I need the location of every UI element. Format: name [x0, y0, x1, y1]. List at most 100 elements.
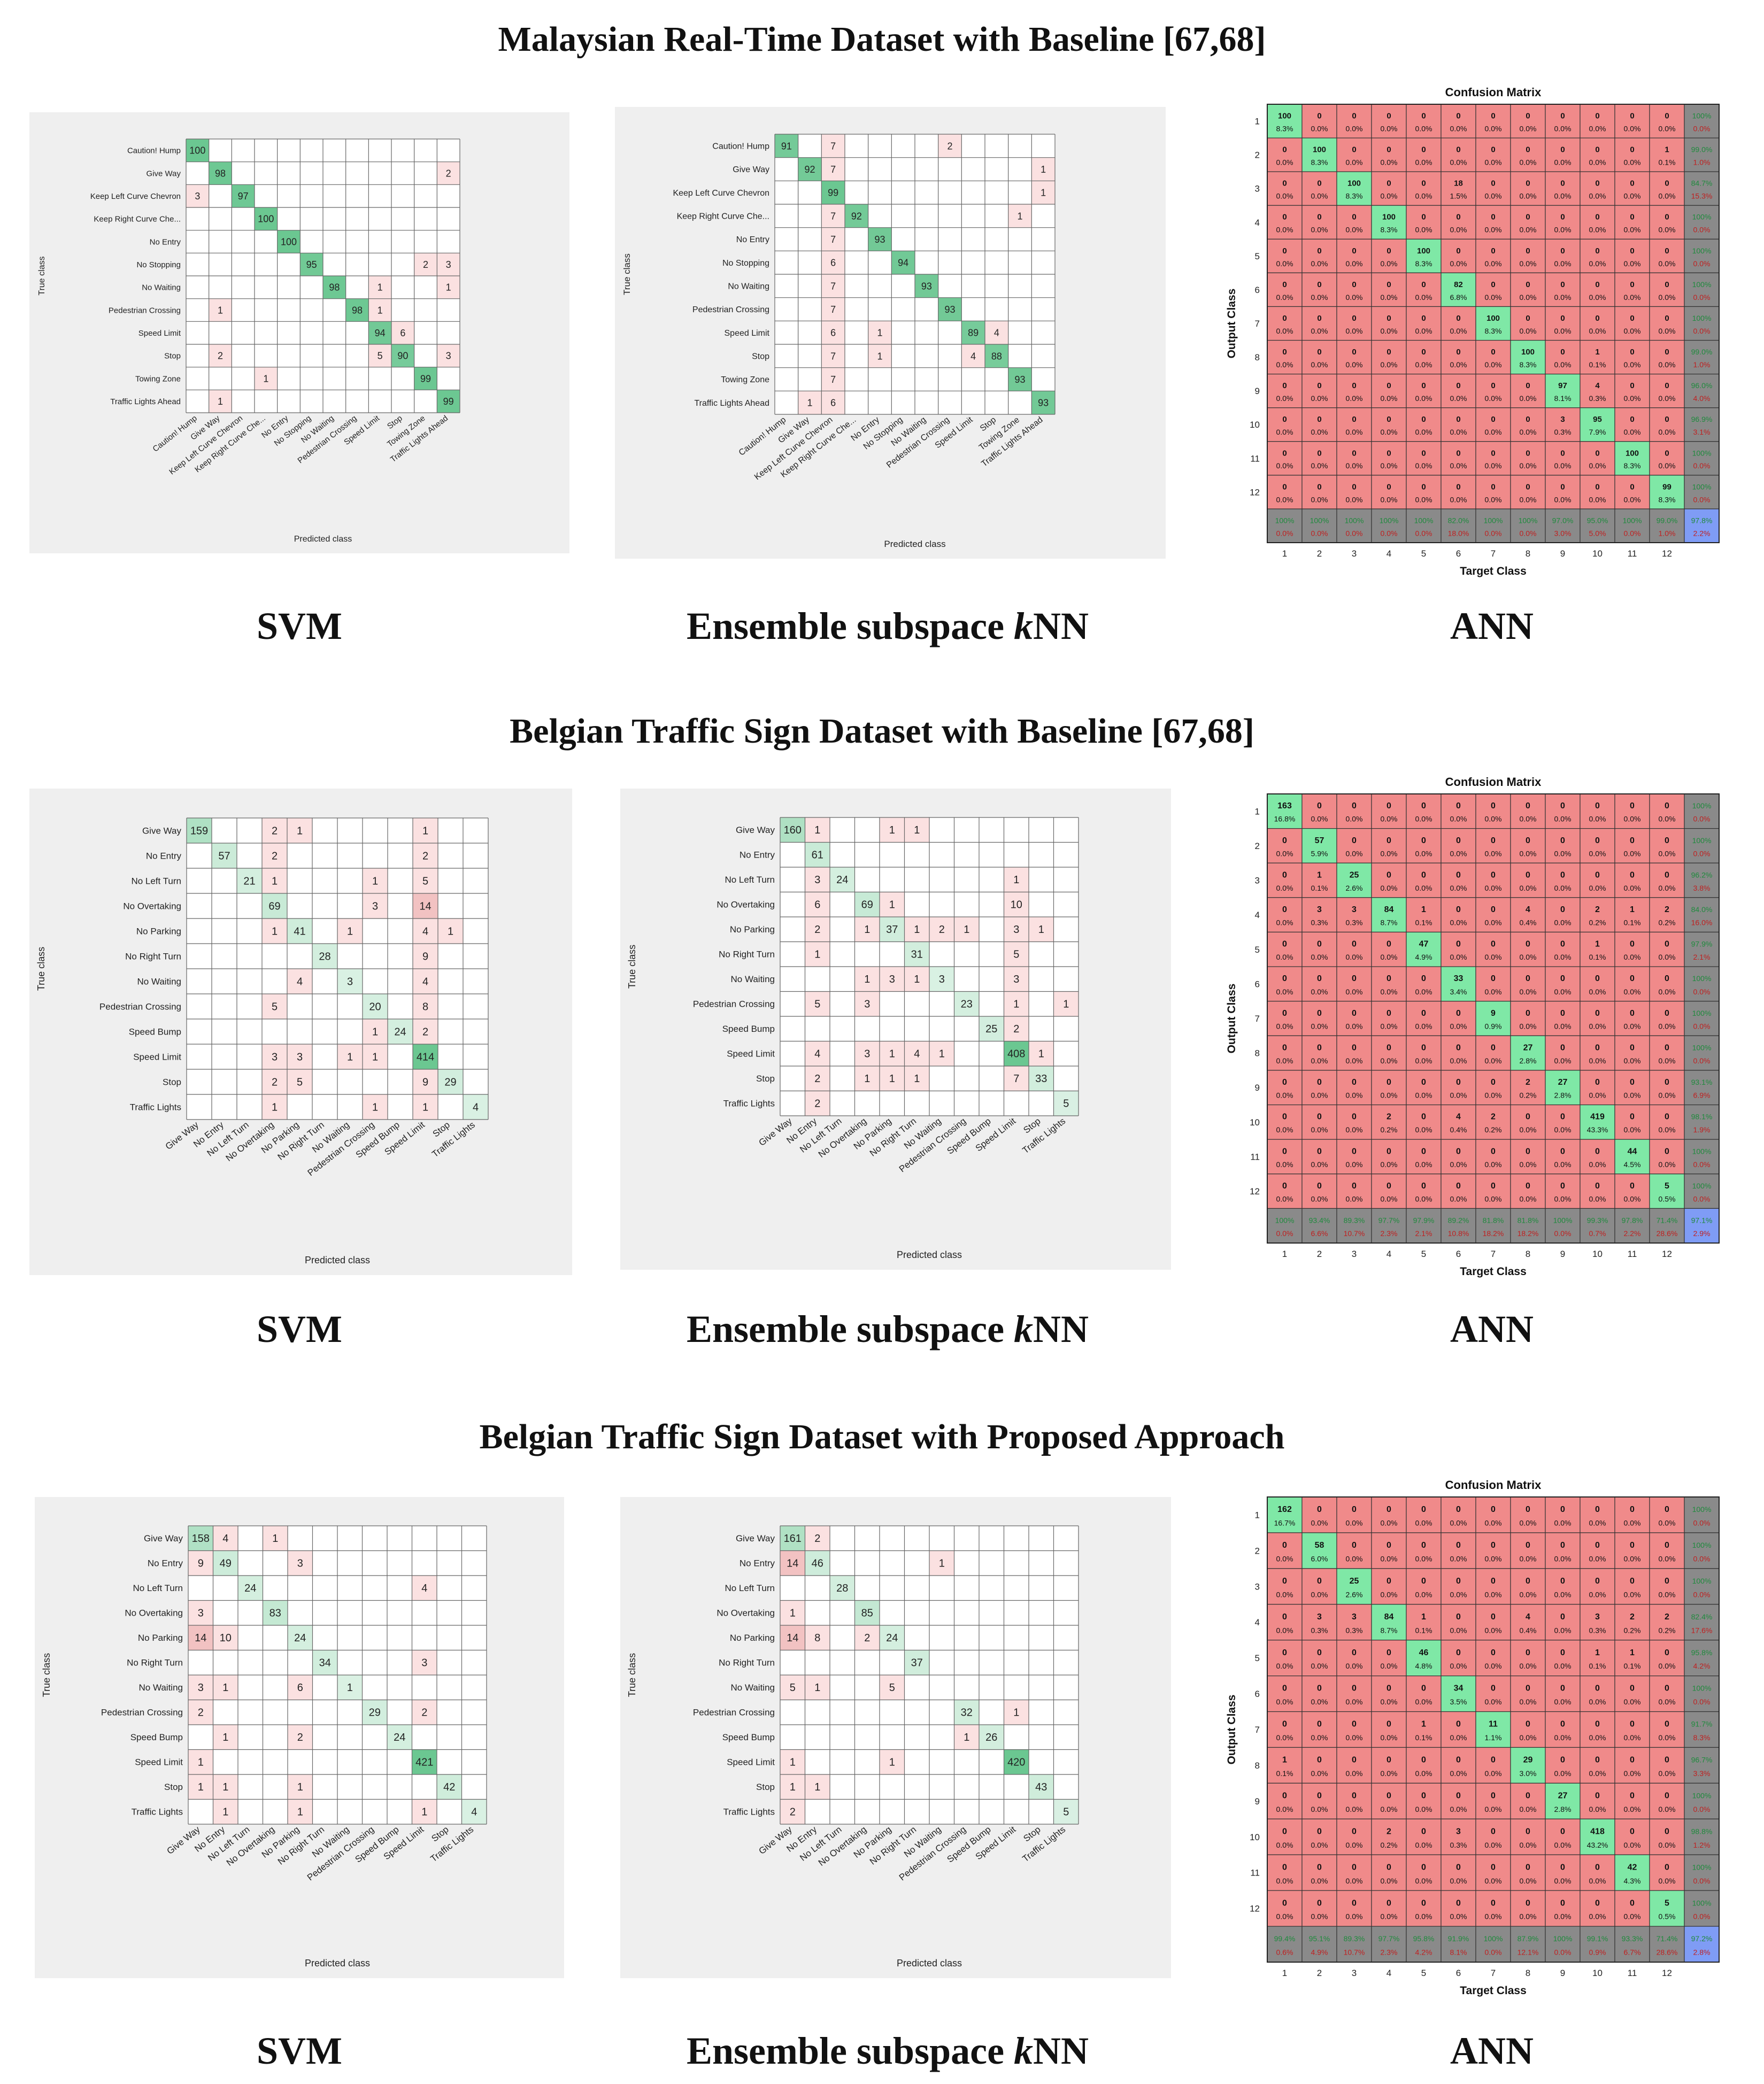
matrix-cell	[1510, 1890, 1546, 1927]
cell-percent: 0.0%	[1450, 1805, 1467, 1813]
matrix-cell	[1267, 828, 1303, 863]
cell-count: 418	[1590, 1827, 1605, 1836]
matrix-cell	[1649, 828, 1685, 863]
cell-count: 0	[1560, 348, 1565, 357]
cell-count: 0	[1630, 1009, 1635, 1018]
matrix-cell	[1580, 1747, 1615, 1784]
cell-percent: 0.0%	[1554, 259, 1572, 268]
matrix-cell	[1614, 137, 1650, 172]
cell-percent: 0.0%	[1659, 1091, 1676, 1100]
cell-percent: 0.0%	[1659, 987, 1676, 996]
col-summary-cell	[1649, 508, 1685, 543]
matrix-cell	[805, 1625, 830, 1650]
matrix-cell	[363, 1044, 388, 1069]
cell-percent: 0.0%	[1589, 1697, 1606, 1706]
matrix-cell	[1053, 1091, 1079, 1116]
cell-percent: 0.0%	[1381, 327, 1398, 335]
cell-count: 0	[1560, 1720, 1565, 1729]
cell-count: 4	[1595, 381, 1600, 390]
matrix-cell	[1510, 1532, 1546, 1569]
cell-count: 0	[1665, 348, 1669, 357]
cell-percent: 0.0%	[1381, 495, 1398, 504]
cell-percent: 0.0%	[1485, 1626, 1502, 1634]
y-tick-label: No Overtaking	[125, 1608, 183, 1618]
cell-count: 0	[1352, 801, 1357, 811]
matrix-cell	[1301, 272, 1337, 307]
row-error: 15.3%	[1691, 192, 1713, 200]
x-axis-label: Predicted class	[294, 535, 352, 544]
matrix-cell	[323, 276, 346, 299]
cell-percent: 0.0%	[1381, 1697, 1398, 1706]
matrix-cell	[1371, 1001, 1407, 1036]
cell-value: 4	[473, 1102, 479, 1114]
cell-value: 159	[190, 825, 208, 837]
cell-percent: 0.0%	[1311, 461, 1328, 470]
cell-percent: 0.0%	[1381, 394, 1398, 403]
matrix-cell	[213, 1774, 238, 1800]
matrix-cell	[1301, 1070, 1337, 1106]
matrix-cell	[1267, 1174, 1303, 1209]
cell-value: 1	[263, 373, 268, 384]
y-axis-label: True class	[622, 253, 632, 295]
cell-value: 6	[297, 1682, 303, 1694]
matrix-cell	[1475, 238, 1511, 273]
matrix-cell	[1301, 1890, 1337, 1927]
row-error: 3.3%	[1693, 1769, 1711, 1778]
matrix-cell	[1406, 1747, 1442, 1784]
cell-count: 0	[1526, 415, 1530, 424]
cell-percent: 0.0%	[1520, 815, 1537, 823]
row-summary-cell	[1684, 1676, 1720, 1712]
matrix-cell	[1475, 897, 1511, 933]
col-accuracy: 100%	[1414, 516, 1434, 524]
matrix-cell	[1580, 1711, 1615, 1748]
cell-count: 0	[1456, 940, 1461, 949]
matrix-cell	[1649, 272, 1685, 307]
cell-percent: 0.0%	[1589, 1554, 1606, 1563]
cell-value: 1	[448, 926, 453, 938]
y-tick-label: No Waiting	[142, 283, 181, 292]
cell-count: 0	[1386, 449, 1391, 458]
matrix-cell	[1614, 339, 1650, 375]
matrix-cell	[368, 276, 391, 299]
cell-value: 98	[329, 282, 340, 293]
cell-percent: 0.0%	[1346, 1912, 1363, 1921]
cell-percent: 0.0%	[1624, 495, 1641, 504]
matrix-cell	[413, 994, 438, 1019]
cell-percent: 0.0%	[1415, 1056, 1432, 1065]
matrix-cell	[1336, 1854, 1372, 1891]
cell-percent: 0.2%	[1589, 918, 1606, 927]
cell-value: 7	[830, 351, 836, 361]
cell-value: 3	[446, 351, 451, 361]
matrix-cell	[1580, 407, 1615, 442]
cell-count: 0	[1560, 1182, 1565, 1191]
cell-percent: 0.0%	[1624, 226, 1641, 234]
cell-count: 0	[1526, 1147, 1530, 1156]
cell-count: 0	[1352, 111, 1356, 120]
cell-percent: 0.0%	[1450, 394, 1467, 403]
matrix-cell	[854, 967, 880, 992]
cell-percent: 0.0%	[1554, 495, 1572, 504]
matrix-cell	[412, 1650, 437, 1675]
cell-count: 0	[1491, 1078, 1496, 1087]
matrix-cell	[1475, 1676, 1511, 1712]
cell-count: 0	[1421, 1684, 1426, 1693]
matrix-cell	[1301, 171, 1337, 206]
cell-count: 0	[1317, 1898, 1322, 1908]
cell-value: 24	[394, 1026, 406, 1038]
matrix-cell	[1371, 1782, 1407, 1819]
y-tick-label: Caution! Hump	[127, 146, 181, 156]
cell-percent: 0.0%	[1276, 1805, 1293, 1813]
matrix-cell	[1510, 441, 1546, 476]
matrix-cell	[805, 842, 830, 867]
cell-percent: 0.0%	[1485, 953, 1502, 961]
matrix-cell	[1371, 828, 1407, 863]
cell-percent: 0.1%	[1589, 1662, 1606, 1670]
x-tick-label: 7	[1491, 1968, 1496, 1978]
matrix-cell	[805, 1774, 830, 1800]
cell-count: 0	[1282, 482, 1287, 491]
matrix-cell	[391, 321, 414, 344]
cell-percent: 0.0%	[1624, 1769, 1641, 1778]
matrix-cell	[1029, 1066, 1054, 1091]
cell-value: 1	[1038, 924, 1044, 936]
cell-value: 28	[836, 1583, 848, 1594]
